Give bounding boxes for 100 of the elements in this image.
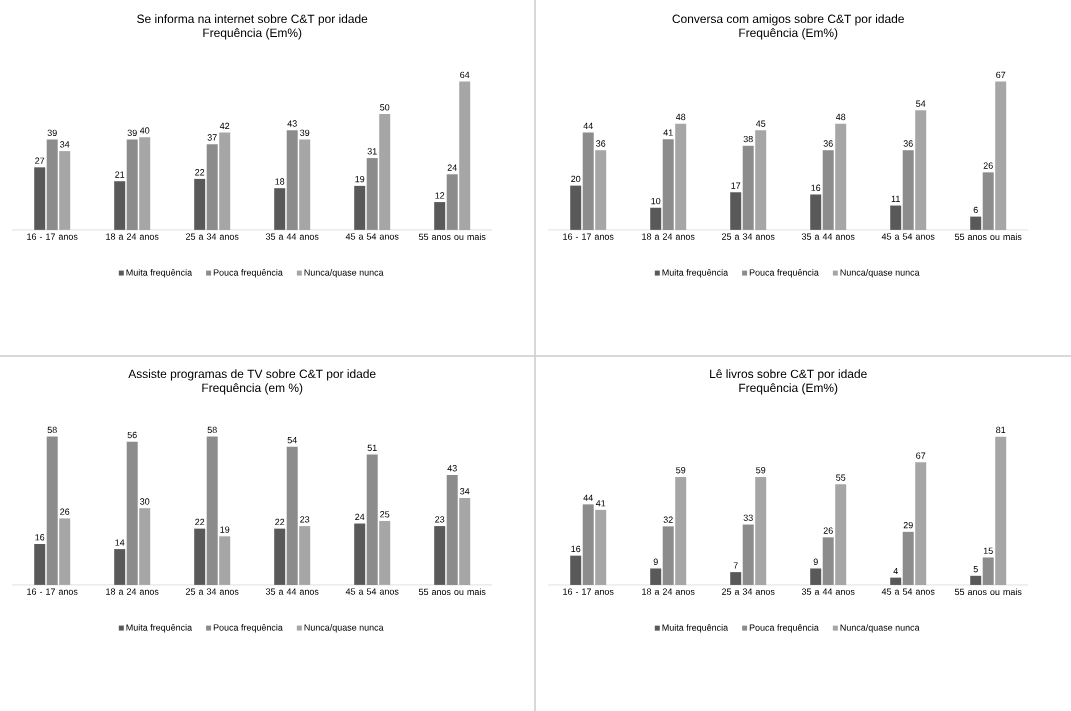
legend-label: Muita frequência bbox=[126, 624, 193, 633]
x-tick-label: 25 a 34 anos bbox=[721, 588, 775, 595]
bar bbox=[354, 523, 366, 585]
bar bbox=[582, 504, 594, 585]
bar bbox=[274, 188, 286, 230]
bar bbox=[286, 130, 298, 230]
chart-title: Lê livros sobre C&T por idade bbox=[710, 369, 867, 381]
data-label: 37 bbox=[207, 134, 217, 141]
bar bbox=[286, 446, 298, 585]
x-tick-label: 25 a 34 anos bbox=[185, 588, 239, 595]
bar bbox=[982, 557, 994, 585]
legend-label: Pouca frequência bbox=[749, 269, 819, 278]
data-label: 26 bbox=[823, 527, 833, 534]
data-label: 24 bbox=[447, 164, 457, 171]
bar bbox=[662, 526, 674, 585]
data-label: 36 bbox=[903, 140, 913, 147]
legend-label: Nunca/quase nunca bbox=[840, 269, 920, 278]
x-tick-label: 18 a 24 anos bbox=[642, 588, 695, 595]
bar bbox=[114, 549, 126, 585]
data-label: 59 bbox=[676, 467, 686, 474]
bar bbox=[366, 454, 378, 585]
data-label: 34 bbox=[460, 488, 470, 495]
legend-label: Pouca frequência bbox=[213, 624, 283, 633]
chart-subtitle: Frequência (Em%) bbox=[739, 28, 838, 40]
legend-label: Muita frequência bbox=[126, 269, 193, 278]
data-label: 16 bbox=[811, 184, 821, 191]
data-label: 55 bbox=[836, 474, 846, 481]
chart-subtitle: Frequência (Em%) bbox=[203, 28, 302, 40]
data-label: 19 bbox=[220, 526, 230, 533]
bar bbox=[730, 572, 742, 585]
chart-subtitle: Frequência (Em%) bbox=[739, 383, 838, 395]
data-label: 22 bbox=[195, 169, 205, 176]
bar bbox=[34, 543, 46, 585]
data-label: 25 bbox=[380, 511, 390, 518]
bar bbox=[970, 575, 982, 585]
data-label: 16 bbox=[571, 545, 581, 553]
data-label: 6 bbox=[973, 206, 978, 214]
data-label: 4 bbox=[893, 567, 898, 575]
bar bbox=[206, 436, 218, 585]
data-label: 21 bbox=[115, 171, 125, 178]
data-label: 19 bbox=[355, 175, 365, 183]
data-label: 39 bbox=[300, 129, 310, 136]
bar bbox=[206, 144, 218, 230]
chart-subtitle: Frequência (em %) bbox=[202, 383, 303, 395]
bar bbox=[114, 181, 126, 230]
data-label: 67 bbox=[916, 452, 926, 459]
data-label: 33 bbox=[743, 514, 753, 522]
bar bbox=[446, 474, 458, 585]
bar bbox=[582, 132, 594, 230]
bar bbox=[822, 150, 834, 230]
x-tick-label: 35 a 44 anos bbox=[801, 588, 855, 595]
data-label: 31 bbox=[367, 148, 377, 155]
x-tick-label: 55 anos ou mais bbox=[418, 233, 486, 240]
legend-label: Nunca/quase nunca bbox=[304, 624, 384, 633]
data-label: 36 bbox=[596, 140, 606, 147]
bar bbox=[650, 207, 662, 230]
data-label: 42 bbox=[219, 122, 230, 130]
bar bbox=[366, 158, 378, 230]
x-tick-label: 45 a 54 anos bbox=[345, 588, 399, 595]
bar bbox=[982, 172, 994, 230]
data-label: 18 bbox=[275, 178, 285, 185]
bar bbox=[274, 528, 286, 585]
data-label: 48 bbox=[835, 113, 846, 121]
x-tick-label: 25 a 34 anos bbox=[185, 233, 239, 240]
chart-title: Assiste programas de TV sobre C&T por idade bbox=[128, 369, 376, 381]
data-label: 44 bbox=[583, 494, 593, 501]
data-label: 30 bbox=[140, 498, 150, 505]
bar bbox=[46, 436, 58, 585]
legend-label: Pouca frequência bbox=[749, 624, 819, 633]
legend-label: Muita frequência bbox=[662, 269, 729, 278]
x-tick-label: 16 - 17 anos bbox=[27, 233, 78, 240]
data-label: 43 bbox=[447, 465, 457, 472]
x-tick-label: 16 - 17 anos bbox=[563, 233, 614, 240]
bar bbox=[570, 185, 582, 230]
x-tick-label: 35 a 44 anos bbox=[801, 233, 855, 240]
data-label: 9 bbox=[653, 558, 658, 565]
bar bbox=[434, 202, 446, 230]
data-label: 11 bbox=[891, 195, 900, 203]
x-tick-label: 55 anos ou mais bbox=[954, 588, 1022, 596]
data-label: 27 bbox=[35, 157, 45, 164]
data-label: 64 bbox=[460, 71, 470, 79]
bar bbox=[742, 145, 754, 230]
x-tick-label: 25 a 34 anos bbox=[721, 233, 775, 240]
data-label: 39 bbox=[127, 129, 137, 136]
x-tick-label: 35 a 44 anos bbox=[265, 233, 319, 240]
data-label: 67 bbox=[996, 71, 1006, 79]
data-label: 58 bbox=[47, 426, 57, 434]
data-label: 12 bbox=[435, 192, 445, 199]
data-label: 22 bbox=[275, 518, 285, 526]
legend-label: Muita frequência bbox=[662, 624, 729, 633]
bar bbox=[730, 192, 742, 230]
bar bbox=[194, 178, 206, 230]
bar bbox=[810, 568, 822, 585]
data-label: 50 bbox=[380, 104, 390, 111]
bar bbox=[570, 555, 582, 585]
bar bbox=[662, 139, 674, 230]
bar bbox=[434, 526, 446, 585]
legend-label: Nunca/quase nunca bbox=[840, 624, 920, 633]
data-label: 58 bbox=[207, 426, 217, 434]
data-label: 17 bbox=[731, 182, 741, 189]
